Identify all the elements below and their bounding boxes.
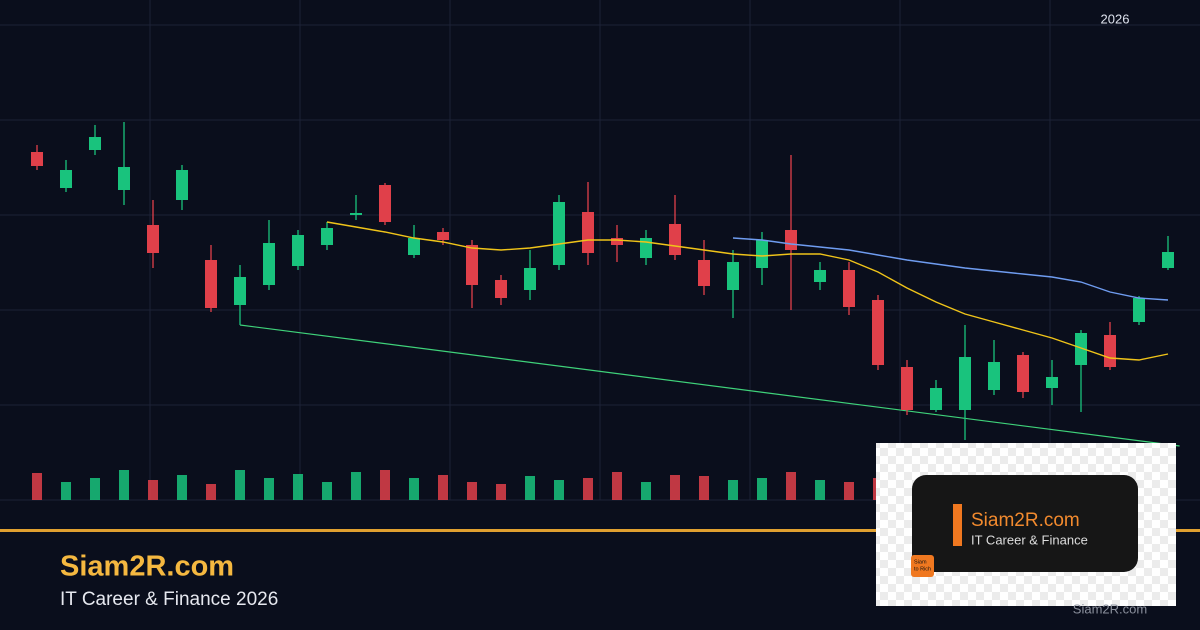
volume-bar [728,480,738,500]
grid [0,0,1200,501]
candle-body [959,357,971,410]
volume-bar [438,475,448,500]
logo-icon-text: to Rich [914,566,931,572]
candle-body [437,232,449,240]
candle-body [1046,377,1058,388]
brand-title: Siam2R.com [60,551,234,583]
volume-bar [583,478,593,500]
divider [0,529,1200,532]
volume-bar [90,478,100,500]
volume-bar [467,482,477,500]
moving-average [732,237,1169,301]
volume-bar [206,484,216,500]
volume-bar [351,472,361,500]
candle-body [118,167,130,190]
volume-bar [786,472,796,500]
volume-bar [699,476,709,500]
trendline [239,324,1180,447]
volume-bar [409,478,419,500]
volume-bar [148,480,158,500]
candle-body [785,230,797,250]
candle-body [524,268,536,290]
candle-body [176,170,188,200]
volume-bar [554,480,564,500]
candle-body [930,388,942,410]
volume-bar [641,482,651,500]
candle-body [814,270,826,282]
candle-body [1104,335,1116,367]
candle-body [60,170,72,188]
volume-bar [119,470,129,500]
volume-bar [235,470,245,500]
candle-body [901,367,913,410]
candle-body [379,185,391,222]
logo: Siam2R.com IT Career & Finance Siam to R… [876,443,1176,606]
candle-body [495,280,507,298]
volume-bar [264,478,274,500]
candle-body [756,240,768,268]
candle-body [843,270,855,307]
volume-bar [496,484,506,500]
volume-bar [293,474,303,500]
brand-subtitle: IT Career & Finance 2026 [60,589,278,610]
volume-bar [844,482,854,500]
volume-bar [612,472,622,500]
candle-body [553,202,565,265]
candle-body [1017,355,1029,392]
candle-body [1075,333,1087,365]
candle-body [466,245,478,285]
candle-body [698,260,710,286]
candle-body [350,213,362,215]
volume-bar [757,478,767,500]
plot [31,122,1180,500]
volume-bar [322,482,332,500]
volume-bar [670,475,680,500]
candle-body [89,137,101,150]
candle-body [669,224,681,255]
candle-body [263,243,275,285]
volume-bar [32,473,42,500]
candle-body [147,225,159,253]
candle-body [988,362,1000,390]
candle-body [292,235,304,266]
candle-body [234,277,246,305]
logo-icon [911,555,934,577]
logo-card [912,475,1138,572]
volume-bar [815,480,825,500]
candle-body [727,262,739,290]
candle-body [640,238,652,258]
watermark: Siam2R.com [1073,601,1147,616]
logo-title: Siam2R.com [971,510,1080,531]
year-label: 2026 [1101,11,1130,26]
volume-bar [380,470,390,500]
logo-bar [953,504,962,546]
candle-body [408,238,420,255]
candle-body [1162,252,1174,268]
volume-bar [525,476,535,500]
candle-body [1133,298,1145,322]
volume-bar [177,475,187,500]
candle-body [872,300,884,365]
candle-body [205,260,217,308]
logo-subtitle: IT Career & Finance [971,532,1088,547]
candle-body [611,238,623,245]
volume-bar [61,482,71,500]
candle-body [582,212,594,253]
logo-icon-text: Siam [914,559,927,565]
candle-body [321,228,333,245]
candle-body [31,152,43,166]
moving-average [326,221,1169,361]
